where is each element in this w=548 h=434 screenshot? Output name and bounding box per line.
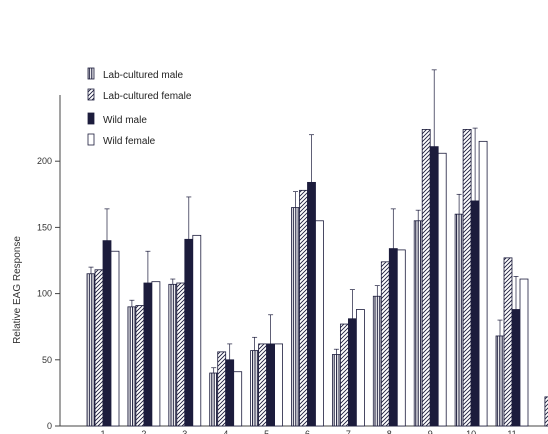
bar-lab-cultured-female-6 bbox=[299, 189, 308, 427]
legend-label-lab-cultured-male: Lab-cultured male bbox=[103, 70, 183, 81]
bar-lab-cultured-male-11 bbox=[495, 335, 505, 427]
y-tick-label: 200 bbox=[37, 156, 52, 166]
bars bbox=[86, 129, 548, 427]
y-tick-label: 50 bbox=[42, 355, 52, 365]
bar-lab-cultured-female-5 bbox=[258, 343, 268, 427]
x-tick-label: 7 bbox=[346, 429, 351, 434]
bar-wild-male-2 bbox=[143, 282, 153, 427]
x-axis: 12345678910110 bbox=[60, 425, 548, 434]
x-tick-label: 10 bbox=[466, 429, 476, 434]
bar-lab-cultured-male-10 bbox=[454, 213, 464, 427]
bar-lab-cultured-male-8 bbox=[372, 295, 382, 427]
bar-wild-male-4 bbox=[225, 359, 235, 427]
x-tick-label: 6 bbox=[305, 429, 310, 434]
bar-lab-cultured-male-7 bbox=[331, 354, 341, 427]
y-axis: 0 50 100 150 200 Relative EAG Response bbox=[12, 95, 61, 431]
bar-wild-male-8 bbox=[388, 248, 398, 427]
bar-wild-male-9 bbox=[429, 146, 439, 427]
bar-lab-cultured-female-7 bbox=[339, 323, 349, 427]
legend-label-wild-female: Wild female bbox=[103, 136, 156, 147]
bar-lab-cultured-female-10 bbox=[462, 129, 472, 427]
y-tick-label: 0 bbox=[47, 421, 52, 431]
bar-wild-male-7 bbox=[347, 318, 357, 427]
y-tick-label: 100 bbox=[37, 289, 52, 299]
bar-lab-cultured-male-2 bbox=[127, 306, 137, 427]
y-axis-title: Relative EAG Response bbox=[12, 236, 23, 344]
bar-wild-female-10 bbox=[478, 140, 488, 427]
bar-lab-cultured-male-4 bbox=[209, 372, 219, 427]
legend-label-lab-cultured-female: Lab-cultured female bbox=[103, 91, 192, 102]
bar-wild-female-1 bbox=[110, 250, 120, 427]
bar-wild-female-7 bbox=[355, 309, 365, 427]
legend-swatch-wild-female bbox=[87, 133, 95, 146]
bar-lab-cultured-female-11 bbox=[503, 257, 513, 427]
bar-wild-female-3 bbox=[192, 234, 202, 427]
error-bars bbox=[88, 69, 519, 374]
bar-lab-cultured-male-1 bbox=[86, 273, 96, 427]
x-tick-label: 1 bbox=[100, 429, 105, 434]
x-tick-label: 4 bbox=[223, 429, 228, 434]
bar-wild-female-5 bbox=[274, 343, 284, 427]
bar-lab-cultured-female-3 bbox=[176, 282, 186, 427]
bar-lab-cultured-female-8 bbox=[380, 261, 390, 427]
legend-label-wild-male: Wild male bbox=[103, 115, 147, 126]
bar-wild-male-6 bbox=[307, 181, 316, 427]
bar-wild-female-8 bbox=[396, 249, 406, 427]
legend-item-wild-male: Wild male bbox=[87, 112, 147, 126]
legend-swatch-lab-cultured-female bbox=[87, 88, 95, 101]
y-tick-label: 150 bbox=[37, 222, 52, 232]
x-tick-label: 2 bbox=[141, 429, 146, 434]
bar-wild-male-3 bbox=[184, 238, 194, 427]
bar-lab-cultured-male-5 bbox=[250, 350, 260, 427]
legend-item-lab-cultured-male: Lab-cultured male bbox=[87, 67, 183, 81]
bar-lab-cultured-female-0 bbox=[544, 396, 548, 427]
bar-wild-male-1 bbox=[102, 240, 112, 427]
bar-wild-female-11 bbox=[519, 278, 529, 427]
bar-wild-female-4 bbox=[233, 371, 243, 427]
x-tick-label: 3 bbox=[182, 429, 187, 434]
bar-lab-cultured-female-9 bbox=[421, 129, 431, 427]
bar-wild-male-5 bbox=[266, 343, 276, 427]
bar-lab-cultured-male-6 bbox=[291, 207, 300, 427]
bar-wild-male-10 bbox=[470, 200, 480, 427]
bar-lab-cultured-female-1 bbox=[94, 269, 104, 427]
x-tick-label: 8 bbox=[387, 429, 392, 434]
bar-wild-male-11 bbox=[511, 309, 521, 427]
y-ticks: 0 50 100 150 200 bbox=[37, 156, 60, 431]
x-tick-label: 11 bbox=[507, 429, 516, 434]
bar-wild-female-9 bbox=[437, 152, 447, 427]
bar-lab-cultured-female-2 bbox=[135, 305, 145, 427]
x-tick-label: 5 bbox=[264, 429, 269, 434]
legend-swatch-wild-male bbox=[87, 112, 95, 125]
bar-lab-cultured-male-3 bbox=[168, 283, 178, 427]
bar-lab-cultured-female-4 bbox=[217, 351, 227, 427]
legend-item-wild-female: Wild female bbox=[87, 133, 156, 147]
x-tick-label: 9 bbox=[428, 429, 433, 434]
legend: Lab-cultured male Lab-cultured female Wi… bbox=[87, 67, 192, 147]
bar-wild-female-2 bbox=[151, 281, 161, 427]
x-ticks: 12345678910110 bbox=[100, 429, 516, 434]
bar-wild-female-6 bbox=[315, 220, 324, 427]
legend-swatch-lab-cultured-male bbox=[87, 67, 95, 80]
bar-lab-cultured-male-9 bbox=[413, 220, 423, 427]
legend-item-lab-cultured-female: Lab-cultured female bbox=[87, 88, 192, 102]
